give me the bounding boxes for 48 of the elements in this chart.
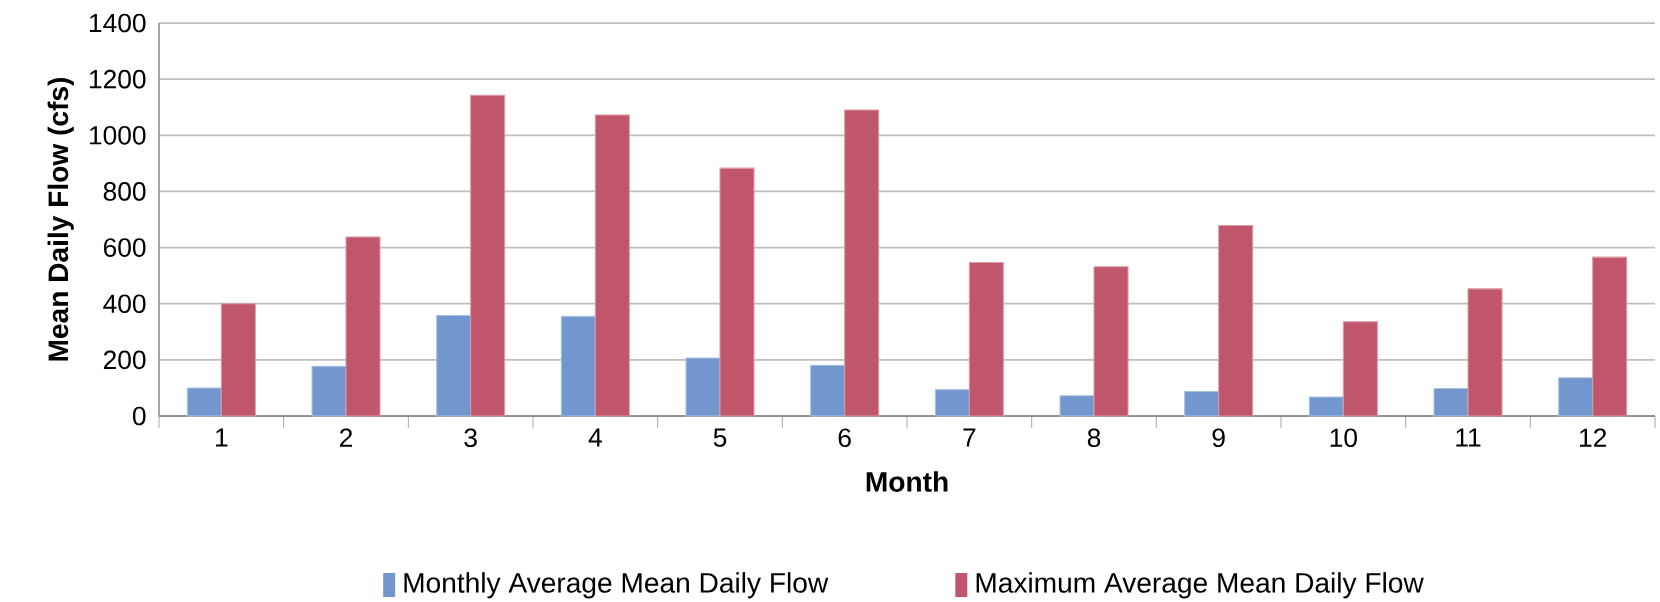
bar — [844, 109, 880, 417]
bar — [594, 114, 630, 417]
bar — [1592, 256, 1628, 417]
legend-label: Monthly Average Mean Daily Flow — [404, 572, 829, 599]
bar — [1308, 396, 1344, 417]
bar — [1184, 391, 1220, 417]
x-tick-label: 9 — [1212, 428, 1225, 448]
bar — [186, 387, 222, 417]
x-tick-label: 4 — [588, 428, 602, 447]
bar — [1433, 387, 1469, 417]
y-tick-label: 0 — [132, 406, 146, 426]
y-tick-label: 200 — [103, 350, 146, 370]
bar — [470, 94, 506, 417]
bar — [685, 357, 721, 417]
y-tick-label: 1200 — [89, 69, 146, 89]
bar — [719, 167, 755, 417]
x-axis-title: Month — [866, 471, 948, 492]
x-tick-label: 7 — [963, 428, 976, 447]
bar — [934, 389, 970, 417]
bar — [1558, 377, 1594, 417]
bar — [1342, 321, 1378, 417]
x-tick-label: 10 — [1330, 428, 1357, 448]
bar — [1218, 224, 1254, 417]
x-tick-label: 6 — [838, 428, 851, 448]
x-tick-label: 3 — [464, 428, 477, 448]
x-tick-label: 1 — [215, 428, 228, 447]
bar — [1467, 288, 1503, 417]
x-tick-label: 8 — [1087, 428, 1101, 448]
bar — [1059, 395, 1095, 417]
bar — [560, 315, 596, 417]
bar — [436, 314, 472, 417]
x-tick-label: 11 — [1456, 428, 1481, 447]
y-tick-label: 600 — [103, 238, 146, 257]
y-tick-label: 1000 — [89, 125, 146, 145]
bar — [968, 261, 1004, 417]
y-tick-label: 400 — [103, 294, 146, 314]
y-axis-title: Mean Daily Flow (cfs) — [47, 78, 74, 361]
bar — [810, 364, 846, 417]
bar — [311, 365, 347, 417]
bar — [220, 303, 256, 417]
y-tick-label: 1400 — [89, 13, 146, 33]
bar — [1093, 266, 1129, 417]
x-tick-label: 2 — [340, 428, 353, 447]
x-tick-label: 12 — [1580, 428, 1607, 447]
y-tick-label: 800 — [103, 182, 146, 201]
x-tick-label: 5 — [713, 428, 727, 447]
bar — [345, 236, 381, 417]
legend-label: Maximum Average Mean Daily Flow — [976, 572, 1424, 599]
